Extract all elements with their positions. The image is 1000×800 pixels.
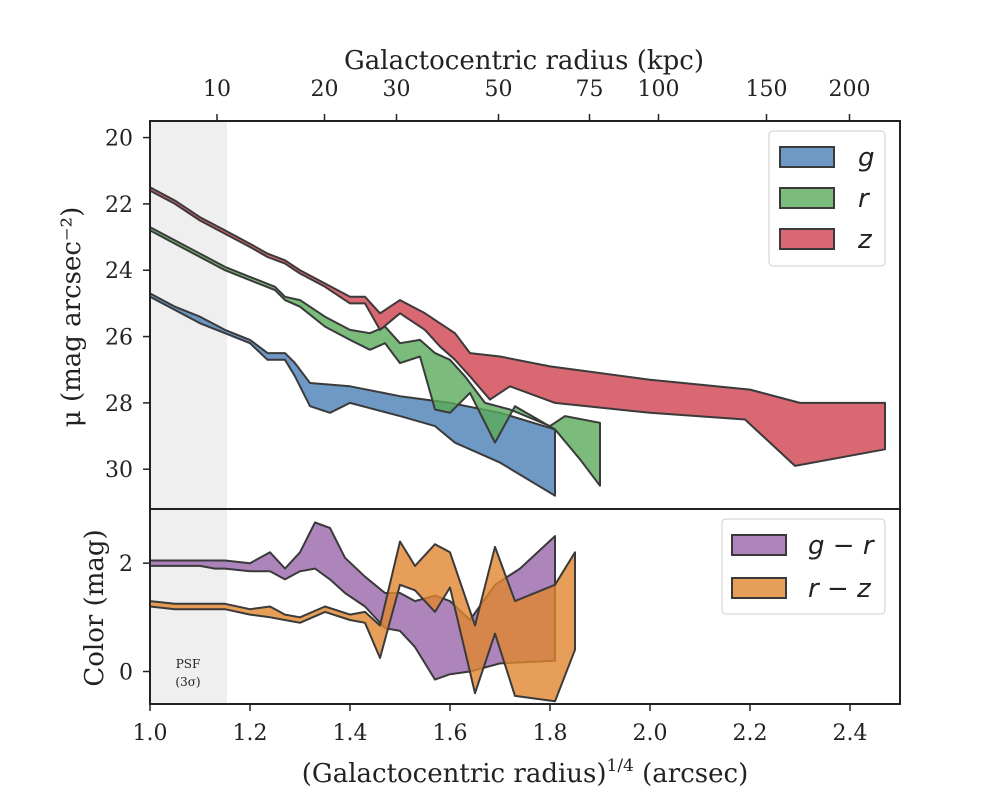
x-tick-label: 1.2	[233, 721, 268, 746]
bottom-panel-frame	[149, 508, 901, 705]
surface-brightness-areas	[150, 186, 886, 497]
legend-label-z: z	[857, 225, 873, 255]
y-tick-label: 24	[105, 259, 133, 284]
x-tick-label: 1.0	[133, 721, 168, 746]
top-x-tick-label: 30	[383, 77, 411, 102]
legend-label-r: r	[858, 184, 871, 214]
area-z-band	[150, 186, 886, 467]
legend-swatch-g-minus-r	[731, 534, 787, 556]
y-tick-label: 22	[105, 193, 133, 218]
area-r-minus-z-band	[150, 540, 576, 703]
legend-swatch-r	[779, 187, 835, 209]
psf-sublabel: (3σ)	[175, 675, 200, 689]
legend-swatch-r-minus-z	[731, 577, 787, 599]
top-x-tick-label: 50	[485, 77, 513, 102]
top-x-tick-label: 150	[746, 77, 788, 102]
top-x-tick-label: 100	[638, 77, 680, 102]
x-tick-label: 1.8	[533, 721, 568, 746]
y-tick-label: 20	[105, 127, 133, 152]
top-legend: g r z	[768, 130, 886, 267]
axis-ticks: 1.0 1.2 1.4 1.6 1.8 2.0 2.2 2.410 20 30 50 75 100 150…	[105, 77, 871, 746]
color-y-tick-label: 0	[119, 661, 133, 686]
area-r-band	[150, 226, 601, 487]
top-x-tick-label: 10	[203, 77, 231, 102]
x-tick-label: 2.0	[633, 721, 668, 746]
legend-label-g-minus-r: g − r	[808, 531, 876, 561]
legend-swatch-z	[779, 228, 835, 250]
top-x-tick-label: 200	[829, 77, 871, 102]
top-x-tick-label: 75	[576, 77, 604, 102]
psf-label: PSF	[176, 657, 201, 671]
y-tick-label: 28	[105, 392, 133, 417]
bottom-x-axis-title: (Galactocentric radius)1/4 (arcsec)	[302, 756, 748, 789]
legend-label-r-minus-z: r − z	[808, 574, 872, 604]
x-tick-label: 2.4	[833, 721, 868, 746]
top-y-axis-title: μ (mag arcsec⁻²)	[57, 207, 87, 427]
x-tick-label: 1.6	[433, 721, 468, 746]
x-tick-label: 2.2	[733, 721, 768, 746]
y-tick-label: 26	[105, 326, 133, 351]
y-tick-label: 30	[105, 458, 133, 483]
bottom-y-axis-title: Color (mag)	[80, 529, 110, 686]
area-g-band	[150, 292, 556, 497]
x-tick-label: 1.4	[333, 721, 368, 746]
color-areas	[150, 521, 576, 703]
legend-swatch-g	[779, 146, 835, 168]
bottom-legend: g − r r − z	[721, 518, 886, 615]
color-y-tick-label: 2	[119, 552, 133, 577]
top-x-tick-label: 20	[311, 77, 339, 102]
top-x-axis-title: Galactocentric radius (kpc)	[344, 46, 704, 76]
legend-label-g: g	[858, 143, 875, 173]
